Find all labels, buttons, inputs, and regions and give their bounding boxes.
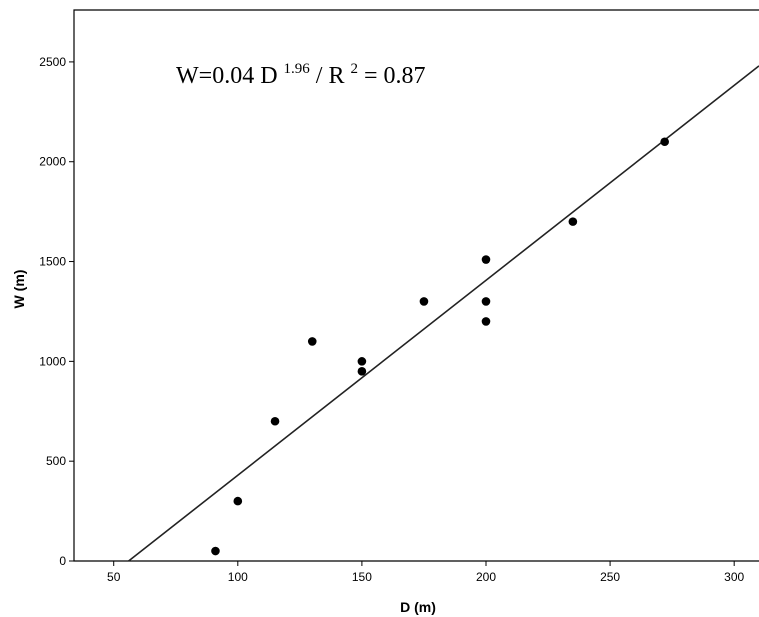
data-point <box>357 367 367 376</box>
regression-equation: W=0.04 D 1.96 / R 2 = 0.87 <box>176 53 426 89</box>
data-point <box>481 255 491 264</box>
y-tick-label: 1000 <box>39 354 66 368</box>
x-tick-label: 250 <box>600 570 620 584</box>
x-tick-label: 150 <box>352 570 372 584</box>
data-point <box>357 357 367 366</box>
x-tick-label: 200 <box>476 570 496 584</box>
plot-border <box>73 9 759 562</box>
x-axis-label: D (m) <box>400 599 436 615</box>
data-point <box>270 416 280 426</box>
data-point <box>211 546 220 556</box>
plot-area <box>73 9 759 562</box>
y-tick-label: 0 <box>59 554 66 568</box>
r-squared-exponent: 2 <box>350 61 358 77</box>
data-point <box>481 317 491 326</box>
equation-middle: / R <box>316 63 345 89</box>
equation-suffix: = 0.87 <box>364 63 426 89</box>
y-tick-label: 2500 <box>39 55 66 69</box>
equation-exponent: 1.96 <box>284 61 311 77</box>
data-point <box>307 337 317 346</box>
y-axis-ticks: 0 500 1000 1500 2000 2500 <box>39 55 74 568</box>
data-point <box>233 496 243 506</box>
y-tick-label: 500 <box>46 454 66 468</box>
x-tick-label: 100 <box>228 570 248 584</box>
fit-line-layer <box>128 65 759 562</box>
equation-prefix: W=0.04 D <box>176 63 278 89</box>
y-axis-label: W (m) <box>11 270 27 309</box>
data-points <box>211 137 669 556</box>
x-tick-label: 300 <box>724 570 744 584</box>
y-tick-label: 1500 <box>39 255 66 269</box>
regression-line <box>128 65 759 562</box>
data-point <box>660 137 669 147</box>
x-axis-ticks: 50 100 150 200 250 300 <box>107 561 745 584</box>
data-point <box>568 217 578 226</box>
x-tick-label: 50 <box>107 570 121 584</box>
data-point <box>481 297 491 306</box>
data-point <box>419 297 429 306</box>
y-tick-label: 2000 <box>39 155 66 169</box>
